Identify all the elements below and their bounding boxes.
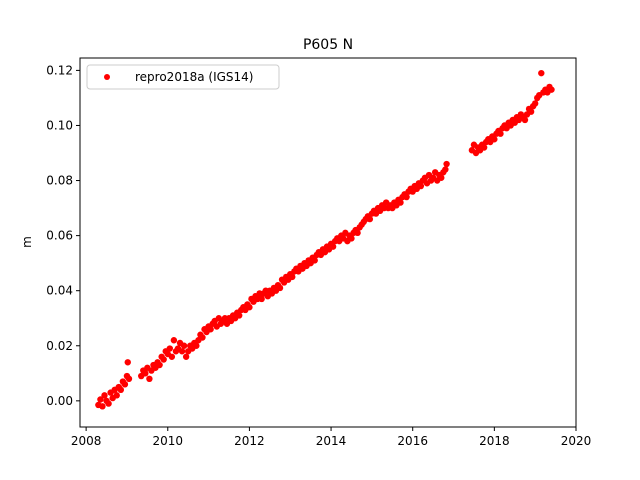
data-point [276, 284, 284, 292]
legend-label: repro2018a (IGS14) [135, 70, 253, 84]
x-tick-label: 2012 [234, 434, 265, 448]
data-point [193, 342, 200, 349]
x-tick-label: 2010 [152, 434, 183, 448]
data-point [125, 375, 133, 383]
plot-area [79, 57, 577, 428]
data-point [246, 304, 253, 311]
data-point [121, 381, 129, 388]
data-point [258, 295, 265, 303]
data-point [548, 86, 555, 93]
y-tick-label: 0.02 [46, 339, 73, 353]
x-tick-label: 2008 [71, 434, 102, 448]
data-point [480, 144, 488, 151]
x-axis: 2008 2010 2012 2014 2016 2018 2020 [71, 427, 591, 448]
data-point [180, 342, 188, 349]
legend: repro2018a (IGS14) [86, 64, 280, 90]
data-point [443, 160, 450, 168]
data-point [538, 69, 545, 77]
legend-box [86, 64, 280, 90]
data-point [199, 334, 206, 341]
data-point [236, 312, 243, 319]
data-point [97, 396, 104, 403]
data-point [348, 235, 355, 242]
data-point [207, 326, 214, 333]
x-tick-label: 2018 [479, 434, 510, 448]
axes-frame [79, 57, 577, 428]
data-point [142, 370, 149, 377]
data-point [105, 400, 112, 407]
y-tick-label: 0.00 [46, 394, 73, 408]
data-point [442, 166, 449, 173]
data-point [178, 348, 186, 355]
x-tick-label: 2014 [316, 434, 347, 448]
data-point [168, 353, 176, 360]
data-point [289, 273, 296, 281]
data-point [354, 229, 361, 237]
data-point [117, 386, 125, 394]
chart-title: P605 N [303, 37, 353, 53]
data-point [403, 193, 410, 201]
data-point [311, 257, 318, 264]
data-point [166, 345, 174, 352]
data-point [397, 199, 404, 206]
data-point [99, 403, 106, 410]
y-axis: 0.00 0.02 0.04 0.06 0.08 0.10 0.12 [46, 63, 80, 408]
y-tick-label: 0.08 [46, 174, 73, 188]
x-tick-label: 2016 [397, 434, 428, 448]
data-point [438, 174, 445, 181]
y-tick-label: 0.06 [46, 229, 73, 243]
series-points [95, 69, 555, 410]
data-point [146, 375, 153, 383]
data-point [527, 108, 535, 115]
legend-marker [104, 74, 110, 80]
x-tick-label: 2020 [561, 434, 592, 448]
data-point [491, 136, 498, 143]
y-tick-label: 0.12 [46, 63, 73, 77]
data-point [497, 130, 504, 137]
y-tick-label: 0.10 [46, 118, 73, 132]
data-point [521, 116, 529, 124]
data-point [366, 215, 374, 223]
data-point [531, 100, 539, 107]
data-point [113, 392, 120, 399]
data-point [329, 243, 337, 250]
data-point [124, 359, 131, 366]
data-point [417, 182, 425, 190]
data-point [182, 353, 190, 360]
y-axis-label: m [20, 236, 34, 248]
data-point [170, 337, 178, 344]
data-point [160, 356, 167, 363]
data-point [101, 392, 108, 399]
y-tick-label: 0.04 [46, 284, 73, 298]
data-point [156, 361, 163, 369]
